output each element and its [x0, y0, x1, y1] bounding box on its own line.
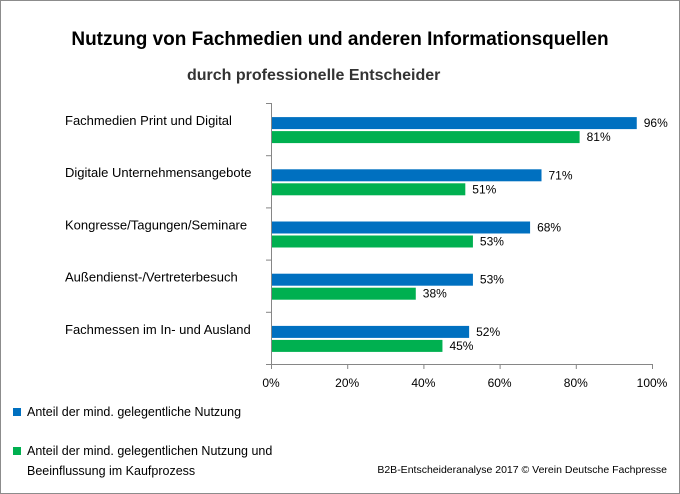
category-label: Außendienst-/Vertreterbesuch — [65, 270, 238, 285]
x-tick-label: 40% — [411, 376, 435, 390]
bar-usage — [271, 273, 473, 286]
category-label: Kongresse/Tagungen/Seminare — [65, 217, 247, 232]
bar-influence — [271, 131, 580, 144]
legend-label-influence-line1: Anteil der mind. gelegentlichen Nutzung … — [27, 444, 273, 458]
category-label: Fachmessen im In- und Ausland — [65, 322, 251, 337]
x-tick-label: 20% — [335, 376, 359, 390]
data-label: 71% — [549, 168, 573, 182]
data-label: 45% — [449, 339, 473, 353]
x-tick-label: 0% — [262, 376, 280, 390]
data-label: 68% — [537, 221, 561, 235]
bar-usage — [271, 221, 531, 234]
legend-item-usage: Anteil der mind. gelegentliche Nutzung — [13, 402, 241, 422]
data-label: 53% — [480, 235, 504, 249]
bar-usage — [271, 169, 542, 182]
category-label: Fachmedien Print und Digital — [65, 113, 232, 128]
legend-label-usage: Anteil der mind. gelegentliche Nutzung — [27, 405, 242, 419]
data-label: 53% — [480, 273, 504, 287]
data-label: 51% — [472, 182, 496, 196]
legend-swatch-blue — [13, 407, 21, 416]
bar-influence — [271, 183, 466, 196]
data-label: 81% — [587, 130, 611, 144]
source-note: B2B-Entscheideranalyse 2017 © Verein Deu… — [377, 464, 667, 476]
category-label: Digitale Unternehmensangebote — [65, 165, 251, 180]
chart-subtitle: durch professionelle Entscheider — [187, 67, 441, 84]
chart-title: Nutzung von Fachmedien und anderen Infor… — [71, 29, 609, 50]
bar-usage — [271, 117, 637, 130]
x-tick-label: 60% — [488, 376, 512, 390]
bar-influence — [271, 235, 473, 248]
bar-influence — [271, 339, 443, 352]
legend-item-influence: Anteil der mind. gelegentlichen Nutzung … — [13, 441, 333, 481]
data-label: 96% — [644, 116, 668, 130]
data-label: 38% — [423, 287, 447, 301]
x-tick-label: 100% — [637, 376, 668, 390]
x-tick-label: 80% — [564, 376, 588, 390]
bar-usage — [271, 325, 470, 338]
bar-influence — [271, 287, 416, 300]
legend-label-influence-line2: Beeinflussung im Kaufprozess — [27, 464, 196, 478]
data-label: 52% — [476, 325, 500, 339]
legend-swatch-green — [13, 446, 21, 455]
